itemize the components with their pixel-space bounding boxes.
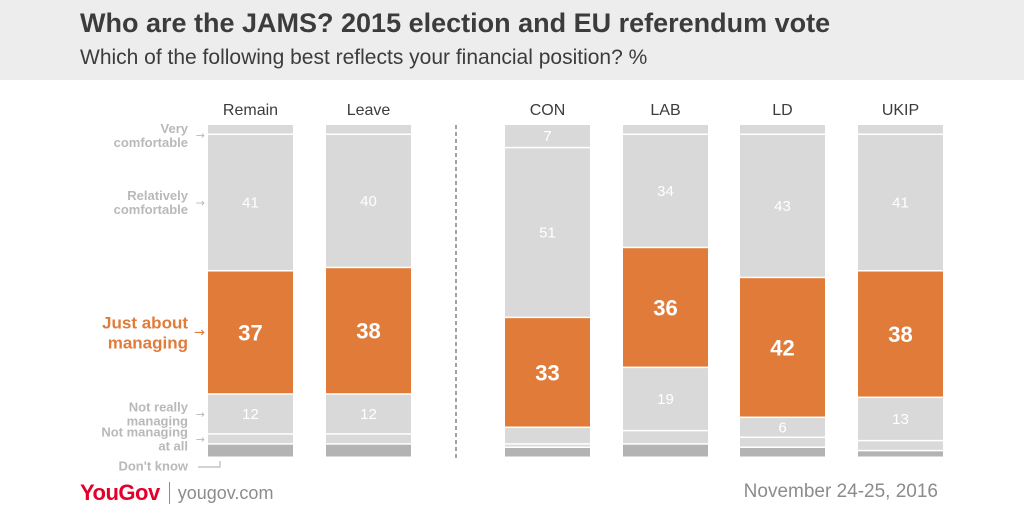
row-connector-don-t-know [198,461,221,468]
bar-segment-leave-very-comfortable [326,125,411,134]
bar-segment-remain-relatively-comfortable [208,134,293,271]
data-label-lab-just-about-managing: 36 [653,295,677,320]
data-label-ukip-just-about-managing: 38 [888,322,912,347]
category-label-remain: Remain [223,102,278,119]
bar-segment-con-don-t-know [505,448,590,457]
bar-segment-ld-just-about-managing [740,278,825,417]
footer-divider [168,482,170,504]
bar-segment-ukip-don-t-know [858,451,943,457]
bar-segment-ld-very-comfortable [740,125,825,134]
footer-date: November 24-25, 2016 [743,481,938,502]
footer-brand: YouGov yougov.com [80,479,273,507]
row-label-not-managing-at-all-line2: at all [158,438,188,453]
bar-segment-ld-not-managing-at-all [740,438,825,447]
data-label-leave-not-really-managing: 12 [360,406,377,423]
yougov-logo: YouGov [80,480,160,505]
data-label-ld-relatively-comfortable: 43 [774,198,791,215]
bar-segment-lab-very-comfortable [623,125,708,134]
bar-segment-ukip-relatively-comfortable [858,134,943,271]
row-label-just-about-managing-line2: managing [108,333,188,352]
bar-segment-remain-not-really-managing [208,394,293,434]
bar-segment-leave-not-managing-at-all [326,434,411,444]
row-label-very-comfortable-line1: Very [161,121,189,136]
row-arrow-relatively-comfortable: → [196,197,205,210]
data-label-lab-not-really-managing: 19 [657,391,674,408]
bar-segment-ld-don-t-know [740,448,825,457]
category-label-lab: LAB [650,102,680,119]
bar-segment-con-just-about-managing [505,318,590,427]
category-label-ukip: UKIP [882,102,919,119]
bar-segment-ukip-just-about-managing [858,271,943,397]
row-label-relatively-comfortable-line1: Relatively [127,188,188,203]
bar-segment-ld-not-really-managing [740,418,825,437]
row-arrow-just-about-managing: → [194,325,205,340]
bar-segment-lab-not-really-managing [623,368,708,430]
data-label-con-very-comfortable: 7 [543,128,551,145]
data-label-ld-just-about-managing: 42 [770,335,794,360]
bar-segment-con-very-comfortable [505,125,590,147]
data-label-ukip-not-really-managing: 13 [892,411,909,428]
data-label-leave-relatively-comfortable: 40 [360,193,377,210]
row-label-just-about-managing-line1: Just about [102,313,188,332]
data-label-leave-just-about-managing: 38 [356,319,380,344]
row-label-very-comfortable-line2: comfortable [114,135,188,150]
data-label-lab-relatively-comfortable: 34 [657,183,674,200]
bar-segment-lab-just-about-managing [623,248,708,367]
bar-segment-leave-relatively-comfortable [326,134,411,267]
row-label-don-t-know: Don't know [118,459,188,474]
bar-segment-leave-just-about-managing [326,268,411,394]
row-label-not-managing-at-all-line1: Not managing [101,424,188,439]
row-arrow-not-really-managing: → [196,408,205,421]
bar-segment-remain-very-comfortable [208,125,293,134]
row-label-not-really-managing-line2: managing [127,414,188,429]
chart-title: Who are the JAMS? 2015 election and EU r… [80,8,831,38]
footer-site: yougov.com [177,482,274,503]
data-label-remain-relatively-comfortable: 41 [242,195,259,212]
data-label-remain-just-about-managing: 37 [238,320,262,345]
category-label-con: CON [530,102,566,119]
bar-segment-lab-relatively-comfortable [623,134,708,247]
category-label-leave: Leave [347,102,391,119]
bar-segment-con-not-managing-at-all [505,444,590,447]
bar-segment-ukip-not-really-managing [858,398,943,440]
row-arrow-very-comfortable: → [196,129,205,142]
bar-segment-remain-don-t-know [208,444,293,457]
bar-segment-lab-don-t-know [623,444,708,457]
data-label-ukip-relatively-comfortable: 41 [892,195,909,212]
bar-segment-ukip-very-comfortable [858,125,943,134]
row-label-not-really-managing-line1: Not really [129,400,189,415]
chart-header: Who are the JAMS? 2015 election and EU r… [0,0,1024,80]
row-label-relatively-comfortable-line2: comfortable [114,202,188,217]
data-label-con-relatively-comfortable: 51 [539,224,556,241]
bar-segment-con-not-really-managing [505,428,590,444]
bar-segment-con-relatively-comfortable [505,148,590,317]
bar-segment-remain-just-about-managing [208,271,293,394]
data-label-ld-not-really-managing: 6 [778,419,786,436]
bar-segment-leave-not-really-managing [326,394,411,434]
data-label-con-just-about-managing: 33 [535,360,559,385]
row-arrow-not-managing-at-all: → [196,433,205,446]
bar-segment-ukip-not-managing-at-all [858,441,943,450]
bar-segment-ld-relatively-comfortable [740,134,825,277]
chart-subtitle: Which of the following best reflects you… [80,46,648,69]
category-label-ld: LD [772,102,792,119]
bar-segment-lab-not-managing-at-all [623,431,708,444]
bar-segment-leave-don-t-know [326,444,411,457]
data-label-remain-not-really-managing: 12 [242,406,259,423]
bar-segment-remain-not-managing-at-all [208,434,293,444]
